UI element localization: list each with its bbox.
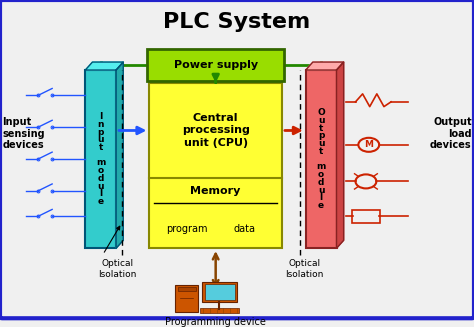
Text: Output
load
devices: Output load devices xyxy=(430,117,472,150)
Text: M: M xyxy=(365,140,373,149)
Text: data: data xyxy=(234,224,256,233)
Polygon shape xyxy=(85,62,123,70)
Bar xyxy=(178,287,196,291)
FancyBboxPatch shape xyxy=(147,49,284,81)
Text: program: program xyxy=(166,224,207,233)
Text: O
u
t
p
u
t
 
m
o
d
u
l
e: O u t p u t m o d u l e xyxy=(317,108,326,210)
Polygon shape xyxy=(306,62,344,70)
Text: Optical
Isolation: Optical Isolation xyxy=(286,259,324,279)
Bar xyxy=(306,70,337,248)
Bar xyxy=(85,70,116,248)
Text: Power supply: Power supply xyxy=(173,60,258,70)
Text: Programming device: Programming device xyxy=(165,317,266,327)
Text: PLC System: PLC System xyxy=(164,12,310,32)
Text: I
n
p
u
t
 
m
o
d
u
l
e: I n p u t m o d u l e xyxy=(96,112,105,206)
Text: Input
sensing
devices: Input sensing devices xyxy=(2,117,45,150)
Text: Central
processing
unit (CPU): Central processing unit (CPU) xyxy=(182,113,250,148)
Text: Memory: Memory xyxy=(191,186,241,196)
Polygon shape xyxy=(116,62,123,248)
Bar xyxy=(149,83,282,248)
Polygon shape xyxy=(337,62,344,248)
Bar xyxy=(205,284,235,301)
Bar xyxy=(175,285,198,312)
FancyBboxPatch shape xyxy=(0,0,474,318)
Bar xyxy=(202,282,237,302)
Bar xyxy=(200,308,239,314)
Text: Optical
Isolation: Optical Isolation xyxy=(98,259,136,279)
